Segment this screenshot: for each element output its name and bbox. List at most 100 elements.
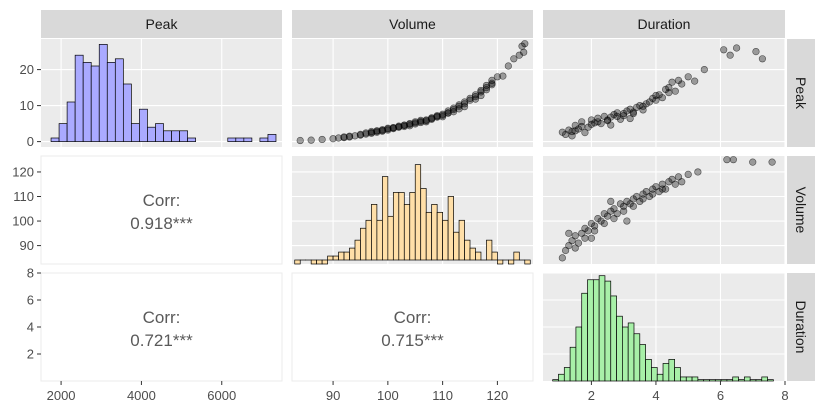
strip-top-bg-duration bbox=[543, 10, 785, 38]
hist-bar-peak bbox=[267, 134, 277, 142]
y-tick-label: 100 bbox=[12, 214, 34, 229]
strip-top-label-peak: Peak bbox=[146, 16, 179, 32]
scatter-point bbox=[578, 122, 586, 131]
hist-bar-peak bbox=[179, 130, 188, 142]
scatter-point bbox=[639, 106, 647, 114]
hist-bar-duration bbox=[714, 379, 722, 382]
hist-bar-volume bbox=[392, 192, 400, 261]
scatter-point bbox=[433, 112, 441, 120]
x-tick-label: 90 bbox=[326, 388, 340, 403]
hist-bar-peak bbox=[155, 123, 164, 142]
x-tick-label: 6000 bbox=[207, 388, 236, 403]
panel-0-2 bbox=[543, 39, 785, 147]
corr-value: 0.918*** bbox=[130, 214, 193, 233]
scatter-point bbox=[460, 103, 469, 111]
scatter-point bbox=[603, 116, 612, 124]
scatter-point bbox=[623, 217, 631, 225]
scatter-point bbox=[639, 195, 647, 203]
scatter-point bbox=[471, 91, 480, 99]
scatter-point bbox=[658, 185, 666, 193]
hist-bar-peak bbox=[259, 137, 269, 142]
scatter-point bbox=[482, 81, 491, 90]
hist-bar-volume bbox=[382, 176, 389, 261]
hist-bar-volume bbox=[294, 259, 301, 265]
scatter-point bbox=[571, 127, 579, 135]
gridlines-0-1 bbox=[292, 39, 533, 147]
scatter-point bbox=[732, 44, 741, 52]
x-tick-label: 6 bbox=[717, 388, 724, 403]
scatter-point bbox=[752, 47, 760, 56]
scatter-point bbox=[671, 180, 679, 188]
scatter-point bbox=[620, 109, 628, 118]
hist-bar-duration bbox=[697, 379, 705, 382]
scatter-volume-duration bbox=[558, 156, 776, 262]
hist-bar-duration bbox=[558, 373, 565, 382]
scatter-point bbox=[356, 130, 365, 138]
scatter-point bbox=[504, 62, 512, 70]
hist-bar-duration bbox=[755, 379, 763, 382]
x-tick-label: 2 bbox=[588, 388, 595, 403]
corr-label: Corr: bbox=[394, 308, 432, 327]
scatter-point bbox=[603, 212, 612, 220]
y-tick-label: 20 bbox=[20, 62, 34, 77]
hist-bar-volume bbox=[349, 247, 356, 261]
scatter-point bbox=[367, 129, 376, 137]
panel-2-1 bbox=[291, 272, 534, 382]
hist-bar-volume bbox=[371, 204, 378, 261]
scatter-point bbox=[466, 94, 474, 102]
hist-bar-volume bbox=[442, 219, 449, 261]
scatter-point bbox=[574, 239, 583, 247]
scatter-point bbox=[658, 94, 666, 102]
scatter-point bbox=[626, 114, 634, 123]
scatter-point bbox=[362, 129, 370, 137]
strip-top-bg-peak bbox=[41, 10, 282, 38]
hist-bar-duration bbox=[627, 322, 635, 382]
hist-bar-duration bbox=[709, 379, 716, 382]
hist-bar-duration bbox=[761, 376, 768, 382]
hist-bar-peak bbox=[147, 126, 156, 142]
hist-bar-peak bbox=[163, 130, 172, 142]
strip-right-label-duration: Duration bbox=[793, 301, 809, 354]
x-tick-label: 4000 bbox=[127, 388, 156, 403]
scatter-point bbox=[307, 136, 315, 144]
hist-bar-duration bbox=[767, 379, 774, 382]
hist-bar-peak bbox=[131, 123, 140, 142]
hist-bar-volume bbox=[491, 251, 498, 261]
scatter-point bbox=[665, 89, 673, 97]
hist-bar-duration bbox=[720, 379, 728, 382]
hist-bar-peak bbox=[171, 130, 180, 142]
hist-bar-volume bbox=[453, 231, 460, 261]
strip-top-label-volume: Volume bbox=[389, 16, 436, 32]
hist-bar-volume bbox=[354, 239, 361, 261]
scatter-point bbox=[758, 55, 767, 63]
scatter-point bbox=[384, 124, 392, 132]
hist-bar-volume bbox=[475, 251, 482, 261]
scatter-point bbox=[565, 229, 573, 237]
scatter-point bbox=[584, 227, 592, 235]
hist-bar-duration bbox=[604, 280, 612, 382]
y-tick-label: 0 bbox=[27, 134, 34, 149]
scatter-point bbox=[565, 241, 573, 250]
hist-bar-peak bbox=[50, 137, 60, 142]
strip-right-bg-peak bbox=[787, 39, 815, 147]
hist-bar-duration bbox=[691, 376, 699, 382]
hist-bar-duration bbox=[639, 344, 646, 382]
scatter-point bbox=[768, 158, 776, 166]
scatter-point bbox=[581, 129, 589, 137]
hist-bar-duration bbox=[732, 376, 739, 382]
scatter-point bbox=[668, 175, 676, 183]
hist-bar-peak bbox=[90, 65, 100, 142]
hist-bar-volume bbox=[425, 211, 433, 261]
scatter-point bbox=[340, 133, 348, 141]
scatter-point bbox=[488, 76, 496, 84]
hist-bar-peak bbox=[106, 62, 116, 142]
hist-bar-duration bbox=[581, 292, 588, 382]
scatter-point bbox=[678, 178, 686, 186]
strip-right-bg-volume bbox=[787, 156, 815, 264]
scatter-point bbox=[600, 219, 608, 228]
scatter-peak-duration bbox=[558, 44, 767, 140]
corr-label: Corr: bbox=[143, 191, 181, 210]
histogram-peak bbox=[50, 44, 277, 142]
hist-bar-duration bbox=[633, 333, 641, 382]
scatter-peak-volume bbox=[296, 40, 529, 145]
